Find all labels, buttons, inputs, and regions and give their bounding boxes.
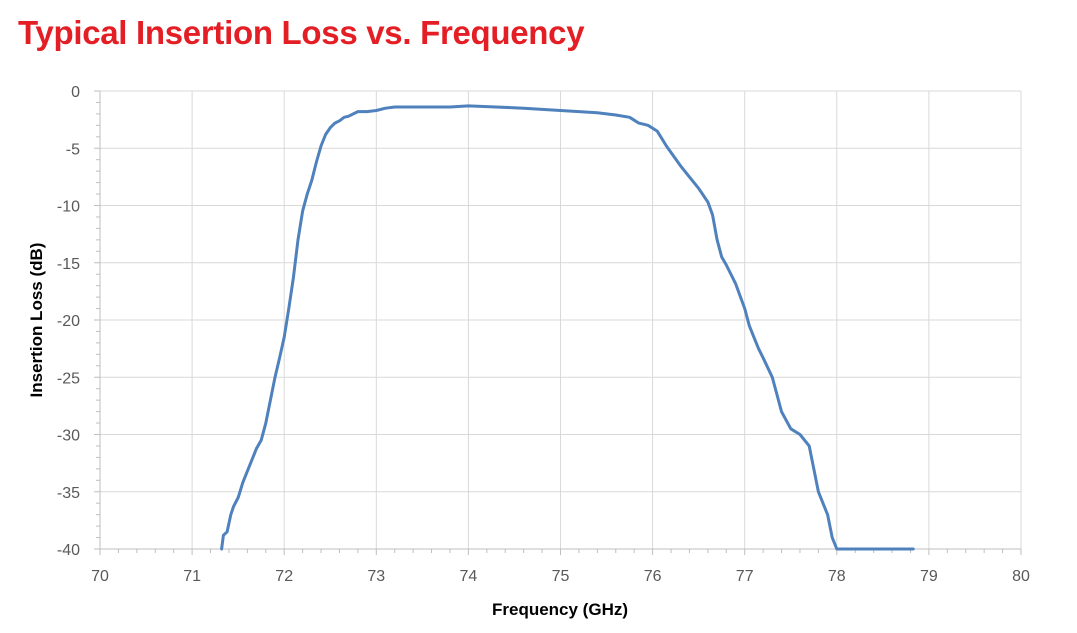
x-tick-label: 77 [736, 568, 754, 585]
grid-lines [100, 90, 1022, 549]
y-tick-label: -40 [57, 542, 80, 559]
x-tick-label: 72 [275, 568, 293, 585]
x-tick-label: 78 [828, 568, 846, 585]
y-tick-label: -5 [66, 141, 80, 158]
y-axis-title: Insertion Loss (dB) [27, 243, 46, 398]
x-axis-title: Frequency (GHz) [492, 600, 628, 619]
x-tick-label: 73 [367, 568, 385, 585]
y-tick-label: -30 [57, 428, 80, 445]
axes [94, 90, 1022, 555]
x-tick-label: 79 [920, 568, 938, 585]
x-tick-labels: 70 71 72 73 74 75 76 77 78 79 80 [91, 568, 1030, 585]
series-line [220, 104, 915, 551]
y-tick-label: 0 [71, 84, 80, 101]
x-tick-label: 71 [183, 568, 201, 585]
x-tick-label: 80 [1012, 568, 1030, 585]
chart-title: Typical Insertion Loss vs. Frequency [18, 14, 585, 51]
y-tick-label: -10 [57, 199, 80, 216]
y-tick-label: -25 [57, 370, 80, 387]
y-tick-labels: 0 -5 -10 -15 -20 -25 -30 -35 -40 [57, 84, 80, 559]
y-tick-label: -20 [57, 313, 80, 330]
y-tick-label: -15 [57, 256, 80, 273]
x-tick-label: 75 [552, 568, 570, 585]
x-tick-label: 70 [91, 568, 109, 585]
x-tick-label: 74 [460, 568, 478, 585]
y-tick-label: -35 [57, 485, 80, 502]
x-tick-label: 76 [644, 568, 662, 585]
